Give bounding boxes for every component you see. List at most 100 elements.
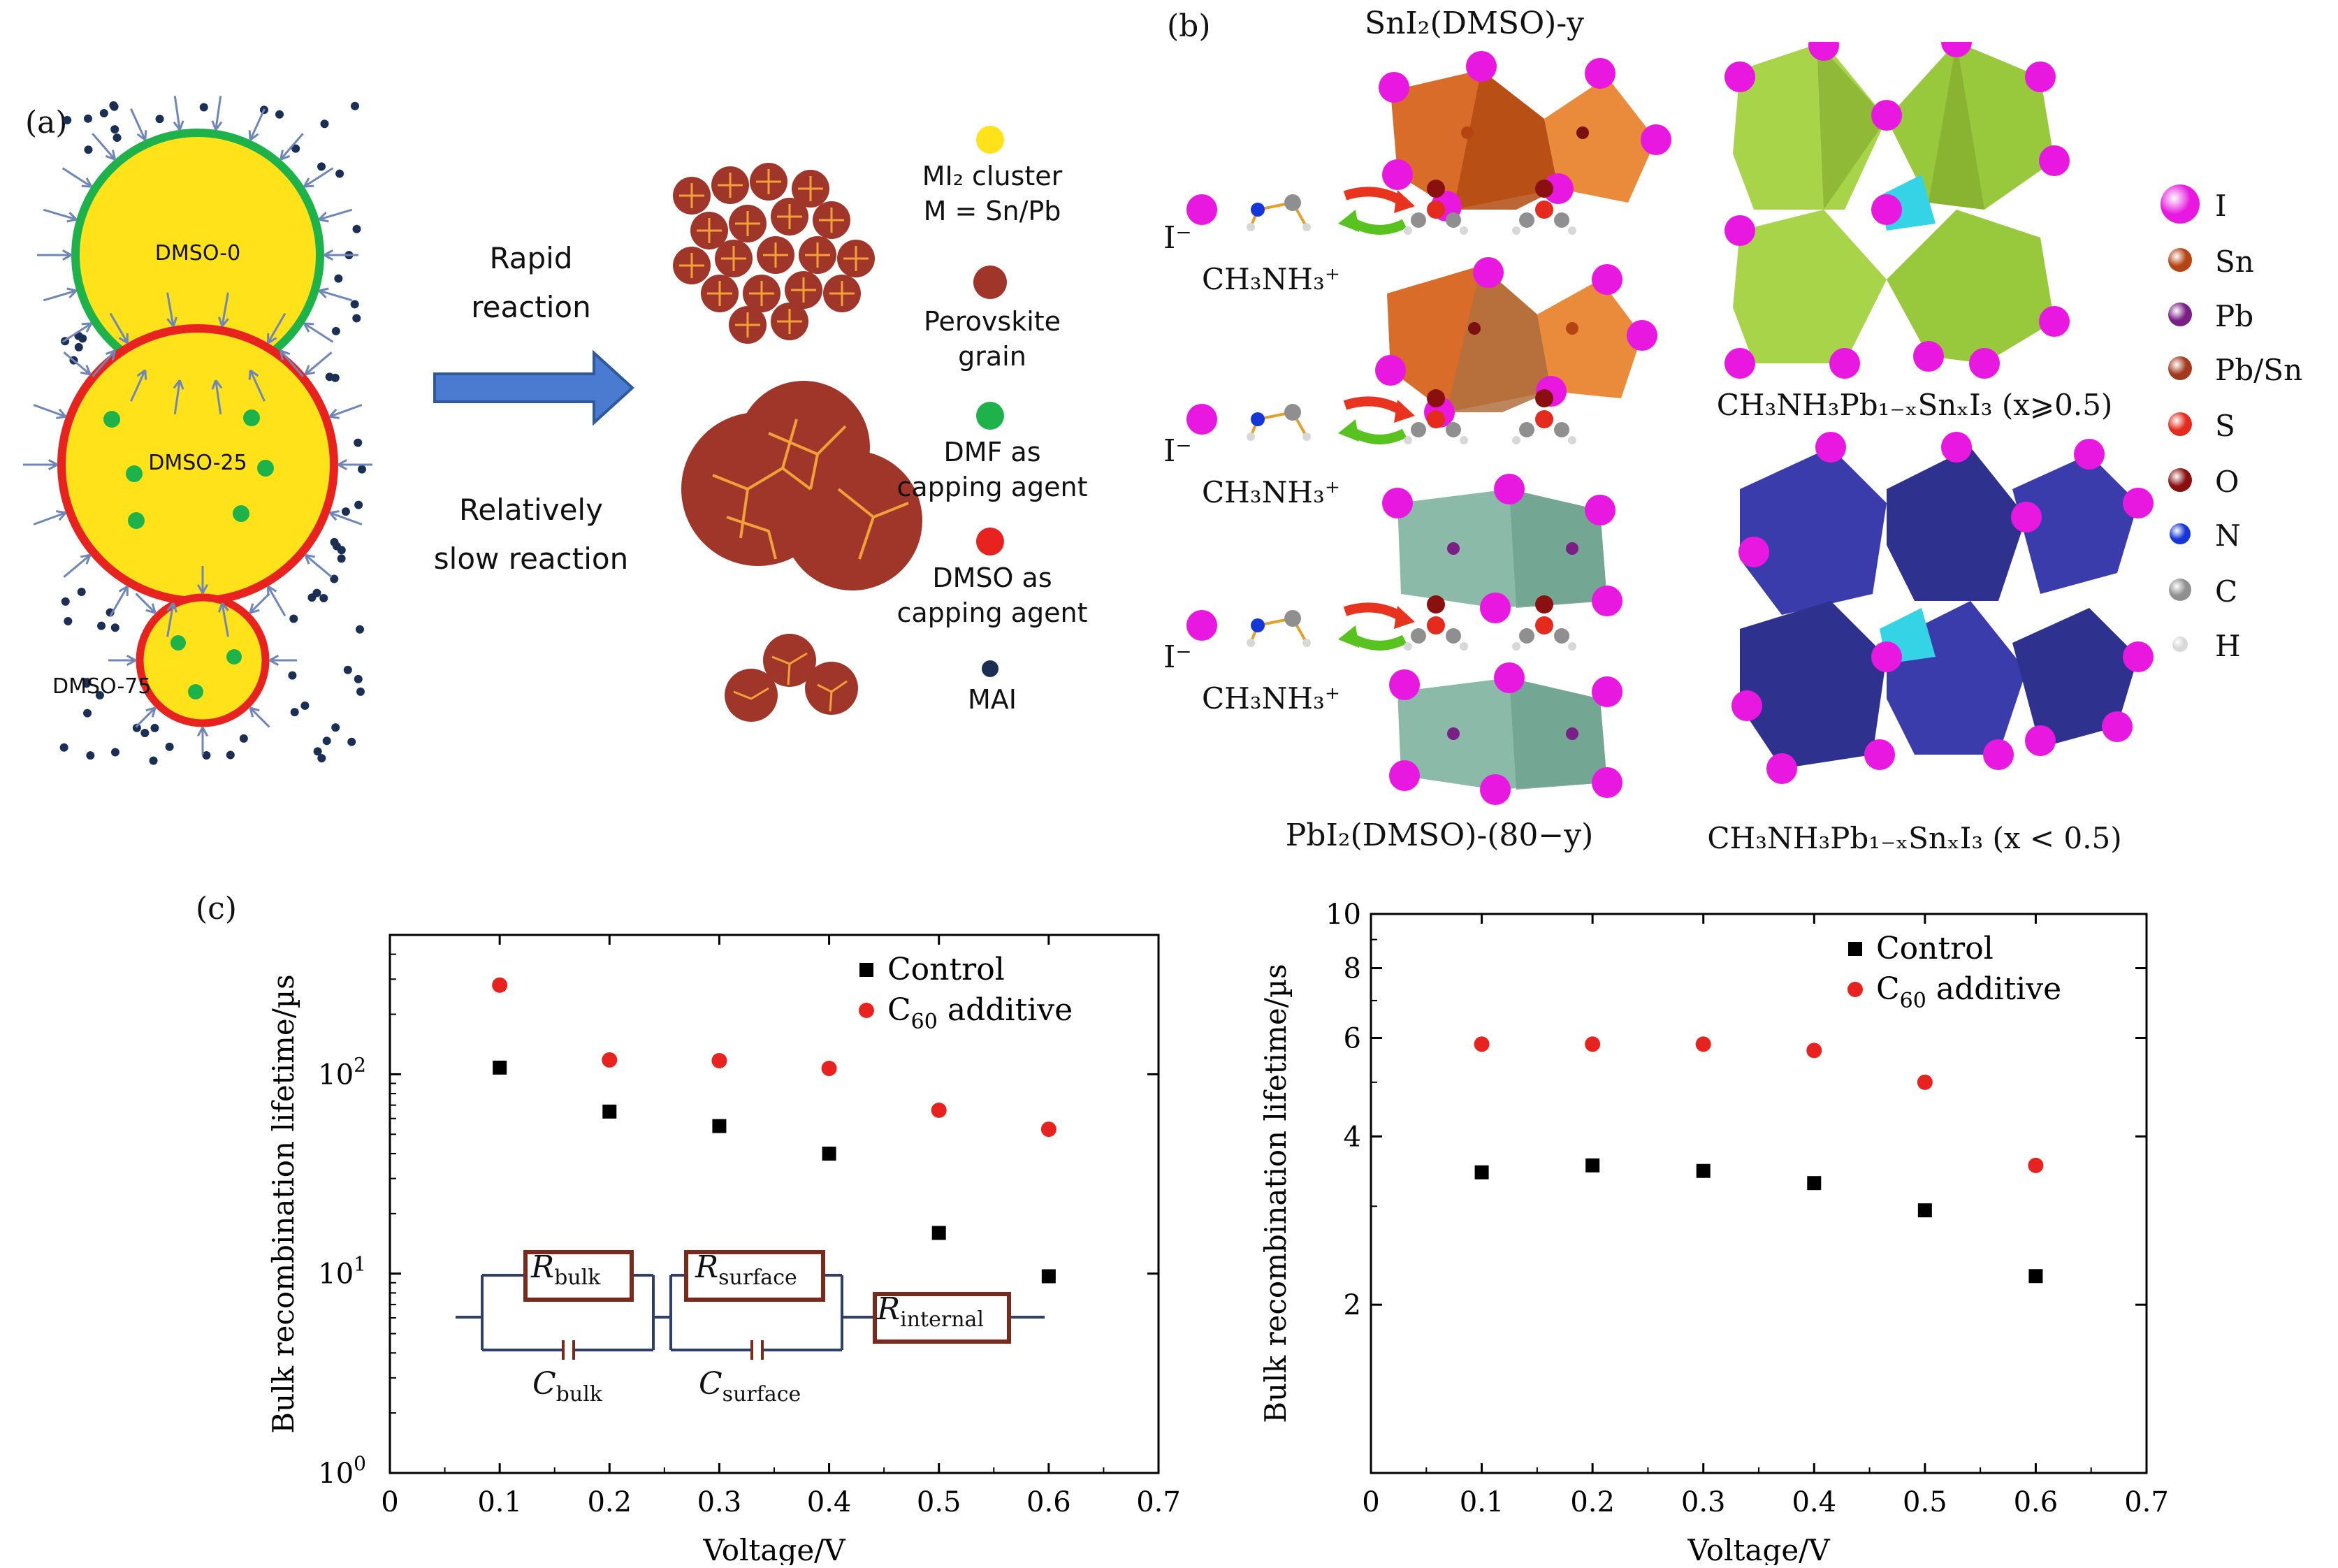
atom-swatch-o <box>2168 468 2192 492</box>
atom-swatch-h <box>2172 637 2188 652</box>
equivalent-circuit <box>456 1274 1045 1351</box>
y-tick-label: 4 <box>1344 1121 1361 1153</box>
cluster-label-dmso-75: DMSO-75 <box>52 674 152 699</box>
x-tick-label: 0.1 <box>1460 1486 1504 1518</box>
legend-a-text-3-1: capping agent <box>896 597 1088 628</box>
y-tick-label: 2 <box>1344 1289 1361 1321</box>
arrow-top-line2: reaction <box>471 290 591 324</box>
atom-label-i: I <box>2215 189 2227 223</box>
x-tick-label: 0.1 <box>477 1486 522 1518</box>
point-circle <box>711 1052 727 1068</box>
circuit-r-bulk-label: Rbulk <box>531 1249 601 1290</box>
panel-c-label: (c) <box>196 891 237 927</box>
point-circle <box>1585 1036 1601 1052</box>
atom-label-h: H <box>2215 629 2241 663</box>
atom-label-n: N <box>2215 518 2241 553</box>
x-tick-label: 0.7 <box>1136 1486 1181 1518</box>
r-bulk-box <box>523 1250 634 1302</box>
point-square <box>1696 1163 1711 1178</box>
pbi2-layer-bottom <box>1397 678 1607 790</box>
iodide-label-1: I⁻ <box>1163 220 1192 256</box>
atom-label-pb: Pb <box>2215 299 2254 333</box>
panel-a-label: (a) <box>25 105 68 140</box>
resistor-boxes <box>523 1250 1011 1344</box>
x-tick-label: 0 <box>1362 1486 1379 1518</box>
point-circle <box>1806 1043 1822 1059</box>
legend-label: C60 additive <box>887 992 1073 1034</box>
chart-left: 0 0.1 0.2 0.3 0.4 0.5 0.6 0.7 100 101 102 Voltage/V… <box>266 934 1181 1565</box>
y-tick-label: 101 <box>318 1253 366 1291</box>
point-square <box>2028 1269 2043 1284</box>
point-circle <box>821 1061 837 1077</box>
x-axis-title: Voltage/V <box>702 1533 845 1565</box>
point-square <box>931 1226 946 1240</box>
legend-a-text-0-1: M = Sn/Pb <box>923 196 1061 226</box>
x-tick-label: 0.4 <box>807 1486 852 1518</box>
panel-b-top-title: SnI₂(DMSO)-y <box>1364 6 1585 41</box>
legend-a-swatch-1 <box>973 266 1007 299</box>
x-tick-label: 0.6 <box>2014 1486 2059 1518</box>
x-tick-label: 0.2 <box>1570 1486 1615 1518</box>
arrow-bottom-line2: slow reaction <box>433 542 629 576</box>
y-axis-title: Bulk recombination lifetime/µs <box>266 974 300 1433</box>
point-square <box>1041 1269 1056 1284</box>
molecule-rows <box>1247 180 1576 651</box>
legend-a-text-1-1: grain <box>958 341 1026 372</box>
atom-label-pb-sn: Pb/Sn <box>2215 353 2303 387</box>
panel-b-bottom-title: PbI₂(DMSO)-(80−y) <box>1285 818 1594 853</box>
x-tick-label: 0.6 <box>1026 1486 1071 1518</box>
atom-swatch-pb <box>2168 303 2192 326</box>
cation-label-3: CH₃NH₃⁺ <box>1202 681 1340 716</box>
atom-swatch-n <box>2170 523 2191 544</box>
legend-a-swatch-2 <box>976 402 1004 430</box>
r-surface-box <box>684 1250 825 1302</box>
x-tick-label: 0 <box>381 1486 398 1518</box>
reaction-arrow <box>433 349 634 426</box>
inward-arrows <box>23 96 372 755</box>
panel-a-diagram <box>23 96 922 765</box>
cluster-dmso-75 <box>136 593 270 727</box>
legend-a-text-2-0: DMF as <box>943 437 1041 467</box>
iodide-label-2: I⁻ <box>1163 433 1192 469</box>
legend-a-swatch-3 <box>976 528 1004 556</box>
atom-swatch-c <box>2169 579 2191 601</box>
point-circle <box>1040 1121 1057 1138</box>
atom-swatch-i <box>2161 184 2200 224</box>
panel-b-right-top-caption: CH₃NH₃Pb₁₋ₓSnₓI₃ (x⩾0.5) <box>1716 388 2113 422</box>
cation-label-1: CH₃NH₃⁺ <box>1202 262 1340 296</box>
arrow-top-line1: Rapid <box>489 241 573 275</box>
x-tick-label: 0.3 <box>697 1486 742 1518</box>
capacitor-plates <box>562 1340 764 1360</box>
point-square <box>1474 1165 1489 1179</box>
atom-label-o: O <box>2215 465 2239 499</box>
legend-a-text-1-0: Perovskite <box>923 306 1061 337</box>
perovskite-blue <box>1740 447 2138 769</box>
legend-a-text-0-0: MI₂ cluster <box>922 161 1063 191</box>
cluster-label-dmso-25: DMSO-25 <box>148 451 247 475</box>
legend-a-swatch-4 <box>982 660 999 677</box>
point-circle <box>492 977 508 993</box>
legend-label: C60 additive <box>1876 971 2061 1013</box>
panel-b-label: (b) <box>1167 8 1211 44</box>
atom-label-sn: Sn <box>2215 245 2254 279</box>
cluster-dmso-25 <box>57 324 338 605</box>
arrow-bottom-line1: Relatively <box>459 493 603 527</box>
x-tick-label: 0.3 <box>1681 1486 1726 1518</box>
point-square <box>1917 1203 1932 1218</box>
cluster-label-dmso-0: DMSO-0 <box>154 241 241 266</box>
point-square <box>1585 1158 1600 1173</box>
circuit-c-bulk-label: Cbulk <box>532 1366 602 1407</box>
legend-a-text-3-0: DMSO as <box>932 562 1052 593</box>
atom-swatch-s <box>2168 412 2192 436</box>
r-internal-box <box>873 1292 1011 1344</box>
y-tick-label: 10 <box>1326 899 1361 931</box>
legend-marker-circle <box>859 1003 874 1018</box>
legend-a-text-2-1: capping agent <box>896 472 1088 502</box>
y-tick-label: 100 <box>318 1452 366 1490</box>
pbi2-layer-top <box>1397 489 1607 608</box>
point-square <box>822 1146 836 1161</box>
iodide-label-3: I⁻ <box>1163 639 1192 675</box>
legend-a-swatch-0 <box>976 126 1004 154</box>
legend-a-text-4-0: MAI <box>968 684 1017 715</box>
chart-right: 0 0.1 0.2 0.3 0.4 0.5 0.6 0.7 2 4 6 8 10 Voltage/V Bul… <box>1258 899 2169 1565</box>
